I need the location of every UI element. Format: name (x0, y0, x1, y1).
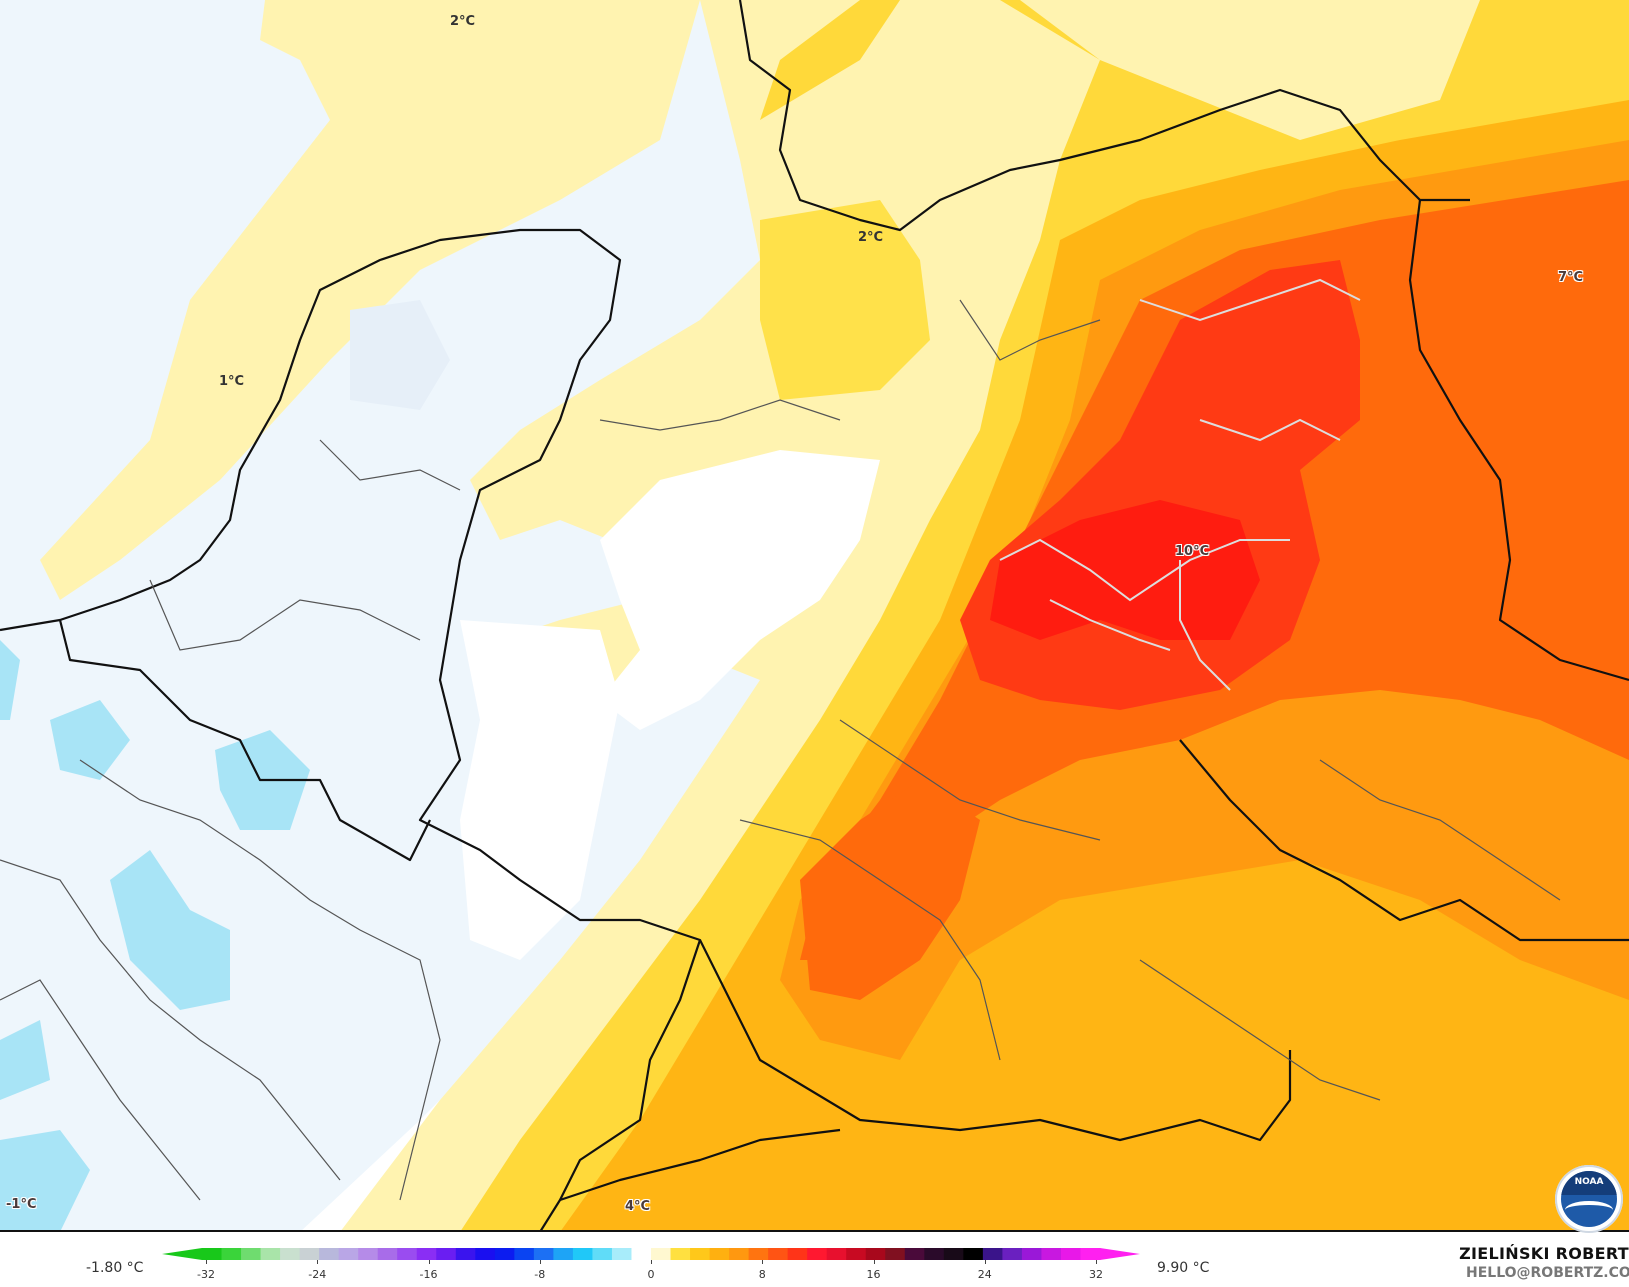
colorbar-tick-label: -8 (534, 1268, 546, 1281)
colorbar-max-label: 9.90 °C (1157, 1260, 1210, 1276)
colorbar-tick (762, 1260, 764, 1264)
colorbar-tick-label: 0 (647, 1268, 655, 1281)
map-label-4c-switzerland: 4°C (625, 1199, 651, 1214)
colorbar-tick-label: 16 (866, 1268, 881, 1281)
map-label-10c-germany: 10°C (1175, 544, 1210, 559)
colorbar-tick (428, 1260, 430, 1264)
colorbar-tick-label: 24 (977, 1268, 992, 1281)
colorbar-tick-label: -24 (308, 1268, 327, 1281)
colorbar-tick-label: 8 (758, 1268, 766, 1281)
noaa-logo-icon: NOAA (1555, 1165, 1623, 1233)
colorbar-tick (206, 1260, 207, 1264)
temperature-map (0, 0, 1629, 1232)
colorbar-legend: -1.80 °C -32 -24 -16 -8 0 8 16 24 32 9.90 °C ZIE… (0, 1232, 1629, 1287)
map-label-7c-poland: 7°C (1558, 270, 1584, 285)
map-label-1c-sea: 1°C (219, 374, 245, 389)
colorbar-tick-label: -16 (419, 1268, 438, 1281)
colorbar-tick (1096, 1260, 1097, 1264)
author-credit: ZIELIŃSKI ROBERT (1459, 1244, 1629, 1263)
colorbar-tick-label: 32 (1089, 1268, 1103, 1281)
map-label-2c-jutland: 2°C (858, 230, 884, 245)
map-label-minus1c-france: -1°C (6, 1197, 37, 1212)
noaa-logo-text: NOAA (1574, 1177, 1604, 1187)
colorbar-tick (651, 1260, 652, 1264)
map-label-2c-north-sea: 2°C (450, 14, 476, 29)
colorbar-tick (873, 1260, 875, 1264)
colorbar-tick (317, 1260, 319, 1264)
colorbar-gradient (162, 1248, 1140, 1260)
colorbar-tick-label: -32 (197, 1268, 215, 1281)
colorbar-tick (539, 1260, 541, 1264)
map-contours (0, 0, 1629, 1232)
colorbar-tick (984, 1260, 986, 1264)
colorbar-min-label: -1.80 °C (86, 1260, 144, 1276)
author-email: HELLO@ROBERTZ.CO (1466, 1265, 1629, 1281)
